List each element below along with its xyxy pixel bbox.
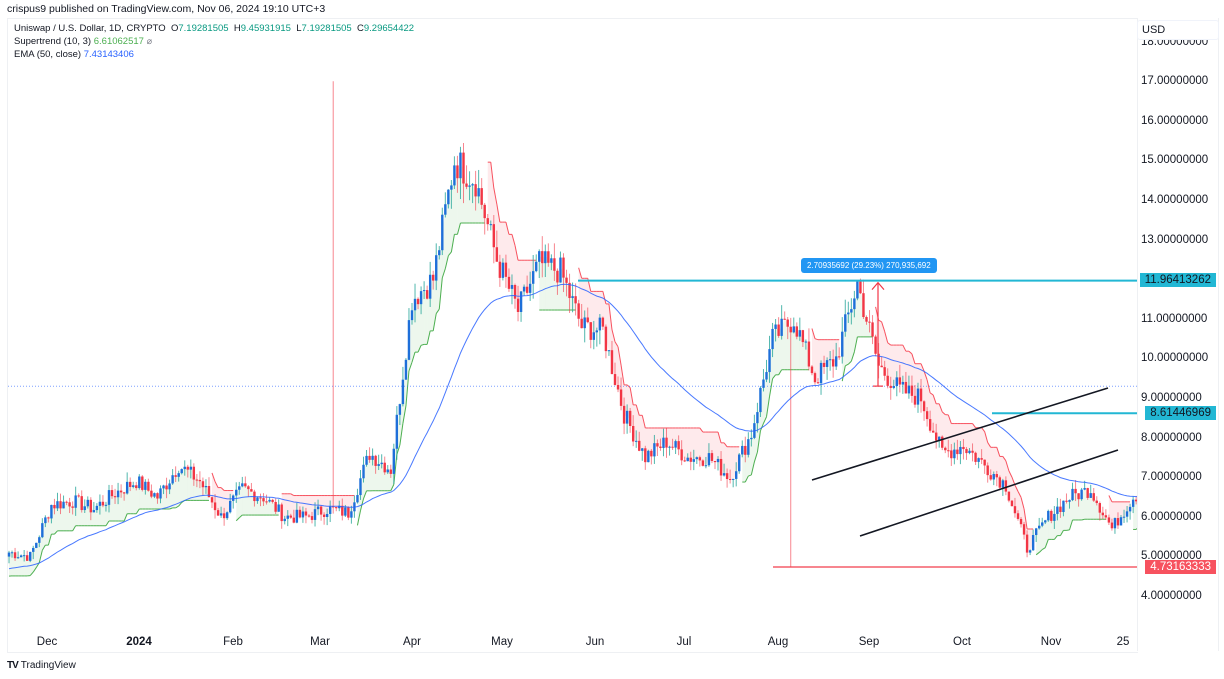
open-value: 7.19281505	[178, 23, 229, 34]
published-caption: crispus9 published on TradingView.com, N…	[7, 3, 326, 15]
price-axis[interactable]	[1137, 18, 1219, 651]
low-label: L	[296, 23, 302, 34]
channel-lower-line	[859, 449, 1119, 537]
price-tick: 8.00000000	[1141, 431, 1202, 444]
arrow-head-icon	[871, 281, 885, 291]
price-tick: 15.00000000	[1141, 154, 1209, 167]
time-tick: Jul	[676, 636, 692, 648]
price-tick: 10.00000000	[1141, 352, 1209, 365]
legend-symbol-row: Uniswap / U.S. Dollar, 1D, CRYPTO O7.192…	[14, 22, 414, 35]
legend-ema-row[interactable]: EMA (50, close) 7.43143406	[14, 48, 414, 61]
time-tick: Dec	[36, 636, 58, 648]
price-tick: 16.00000000	[1141, 114, 1209, 127]
supertrend-line	[8, 161, 1137, 577]
price-tick: 5.00000000	[1141, 550, 1202, 563]
price-tick: 4.00000000	[1141, 590, 1202, 602]
time-tick: Oct	[953, 636, 971, 648]
chart-frame	[7, 18, 1138, 653]
time-tick: Mar	[310, 636, 330, 648]
ema-value: 7.43143406	[83, 49, 134, 60]
support-price-label: 4.73163333	[1145, 560, 1216, 574]
ema-label: EMA (50, close)	[14, 49, 82, 60]
channel-upper-line	[811, 387, 1109, 481]
time-tick: Jun	[585, 636, 605, 648]
high-label: H	[233, 23, 241, 34]
candles	[7, 81, 1137, 568]
time-tick: 2024	[126, 636, 152, 648]
time-tick: 25	[1116, 636, 1130, 648]
supertrend-value: 6.61062517	[93, 36, 144, 47]
tradingview-logo-icon: TV	[7, 660, 19, 671]
breakout-price-label: 8.61446969	[1145, 406, 1216, 420]
time-tick: Sep	[858, 636, 880, 648]
close-value: 9.29654422	[363, 23, 415, 34]
price-range-measure-label[interactable]: 2.70935692 (29.23%) 270,935,692	[801, 258, 937, 273]
price-tick: 14.00000000	[1141, 194, 1209, 206]
close-label: C	[357, 23, 364, 34]
legend-supertrend-row[interactable]: Supertrend (10, 3) 6.61062517 ⌀	[14, 35, 414, 48]
price-tick: 9.00000000	[1141, 392, 1202, 404]
supertrend-fill	[9, 162, 1137, 577]
open-label: O	[170, 23, 179, 34]
price-tick: 13.00000000	[1141, 233, 1209, 246]
low-value: 7.19281505	[301, 23, 352, 34]
time-tick: Nov	[1040, 636, 1062, 648]
high-value: 9.45931915	[240, 23, 291, 34]
tradingview-brand-text: TradingView	[20, 660, 76, 671]
price-tick: 11.00000000	[1141, 312, 1208, 325]
ema-line	[8, 283, 1137, 570]
time-tick: Apr	[403, 636, 421, 648]
resistance-price-label: 11.96413262	[1139, 273, 1216, 287]
price-tick: 7.00000000	[1141, 471, 1202, 484]
tradingview-brand[interactable]: TV TradingView	[7, 660, 76, 671]
supertrend-label: Supertrend (10, 3)	[14, 36, 92, 47]
time-tick: Aug	[767, 636, 789, 648]
currency-label[interactable]: USD	[1137, 20, 1219, 40]
time-tick: May	[491, 636, 513, 648]
price-tick: 6.00000000	[1141, 510, 1202, 523]
chart-legend: Uniswap / U.S. Dollar, 1D, CRYPTO O7.192…	[14, 22, 414, 61]
time-tick: Feb	[223, 636, 243, 648]
symbol-title[interactable]: Uniswap / U.S. Dollar, 1D, CRYPTO	[14, 23, 166, 34]
price-tick: 17.00000000	[1141, 75, 1209, 88]
hidden-eye-icon[interactable]: ⌀	[146, 36, 153, 46]
price-chart[interactable]	[0, 0, 1137, 651]
